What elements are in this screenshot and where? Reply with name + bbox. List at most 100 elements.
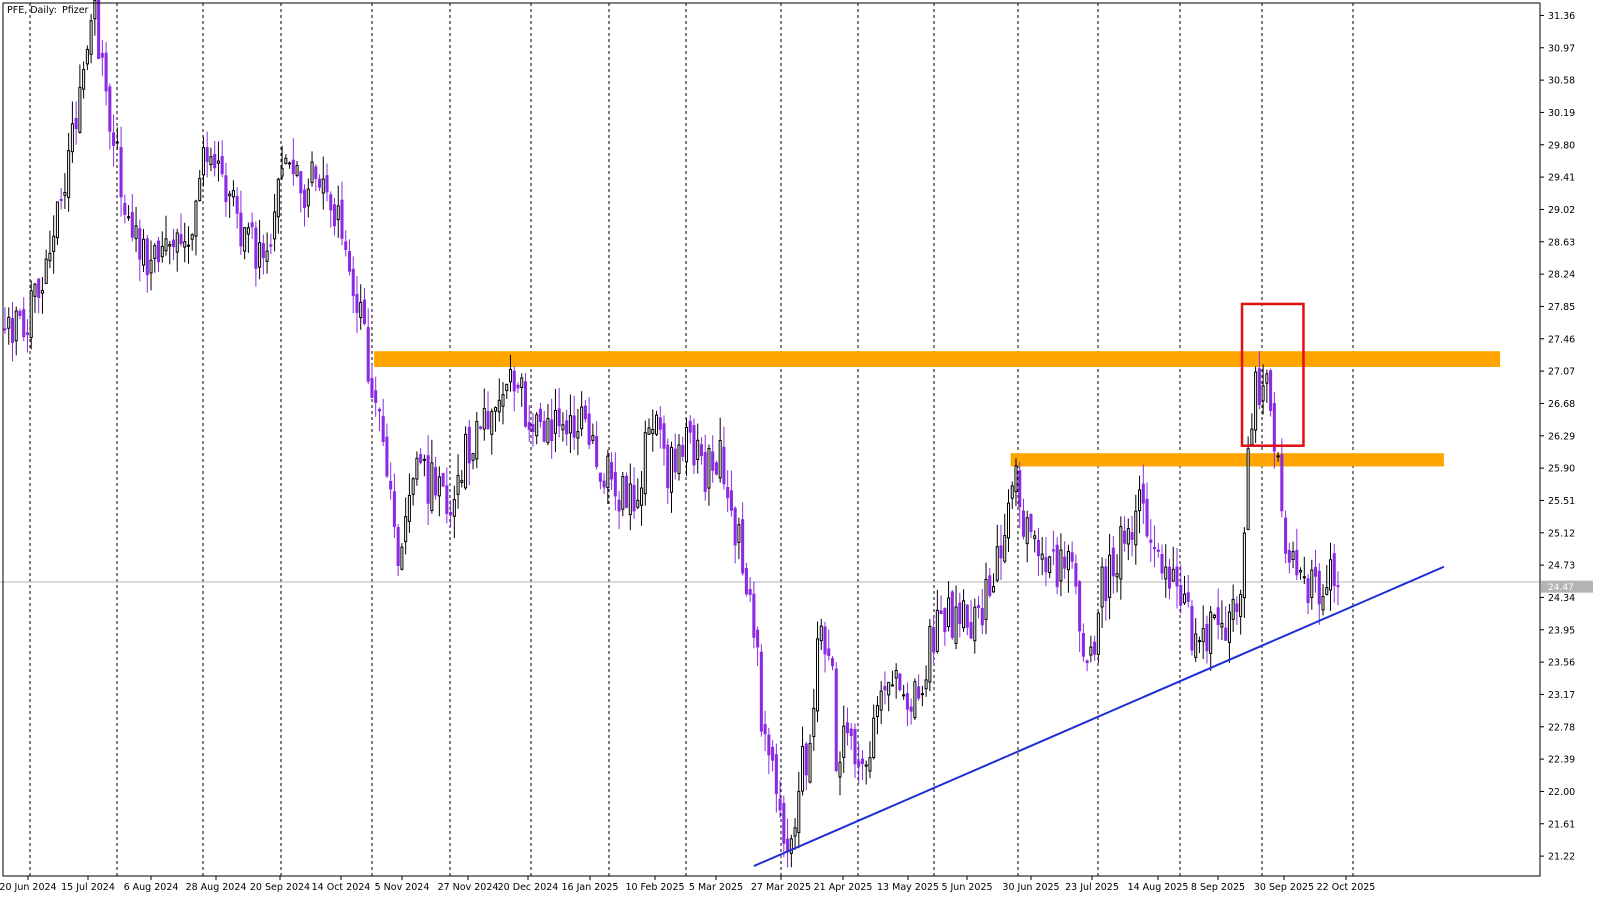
x-tick-label: 13 May 2025 xyxy=(877,882,939,893)
candle xyxy=(606,449,610,504)
candle-body xyxy=(385,436,389,477)
candle xyxy=(374,376,378,417)
candle xyxy=(550,398,554,459)
candle xyxy=(145,234,149,293)
candle-body xyxy=(449,511,453,516)
y-tick-label: 23.17 xyxy=(1548,690,1575,701)
candle-body xyxy=(1003,535,1007,562)
candle xyxy=(1033,530,1037,553)
candle-body xyxy=(838,761,842,778)
candle-body xyxy=(965,604,969,628)
candle-body xyxy=(1295,549,1299,576)
candle xyxy=(654,410,659,437)
candle-body xyxy=(437,476,441,497)
candle-body xyxy=(1055,544,1059,588)
candle-body xyxy=(18,310,22,316)
candle xyxy=(351,256,355,314)
candle-body xyxy=(905,693,909,710)
candle-body xyxy=(235,196,239,214)
candle-body xyxy=(733,507,737,546)
y-tick-label: 21.61 xyxy=(1548,819,1575,830)
candle-body xyxy=(771,746,775,761)
candle-body xyxy=(1328,559,1333,591)
y-tick-label: 22.39 xyxy=(1548,755,1575,766)
y-tick-label: 23.56 xyxy=(1548,658,1575,669)
candle-body xyxy=(756,629,760,648)
candle xyxy=(239,190,243,255)
candle-body xyxy=(456,475,460,495)
candle-body xyxy=(1235,603,1239,613)
candle xyxy=(808,734,812,784)
y-tick-label: 31.36 xyxy=(1548,11,1575,22)
candle xyxy=(82,61,86,99)
y-tick-label: 28.24 xyxy=(1548,270,1575,281)
y-tick-label: 29.41 xyxy=(1548,173,1575,184)
candle xyxy=(1287,542,1291,574)
candle-body xyxy=(973,606,977,642)
candle-body xyxy=(186,244,191,247)
candle xyxy=(396,524,400,576)
candle-body xyxy=(786,838,790,852)
candle-body xyxy=(669,446,674,493)
candle-body xyxy=(561,424,565,431)
candle xyxy=(449,500,453,527)
candle-body xyxy=(714,462,718,475)
candle xyxy=(471,452,475,470)
candle-body xyxy=(115,141,119,144)
candle-body xyxy=(932,627,936,653)
candle-body xyxy=(156,240,161,263)
candle-body xyxy=(628,483,632,516)
candle xyxy=(774,743,778,813)
candle-body xyxy=(1287,549,1291,563)
candle-body xyxy=(1160,553,1164,574)
candle xyxy=(1216,588,1220,640)
candle xyxy=(977,596,981,619)
candle xyxy=(160,231,164,263)
candle xyxy=(78,64,82,134)
candle-body xyxy=(1018,470,1022,508)
x-tick-label: 20 Dec 2024 xyxy=(498,882,559,893)
candle xyxy=(1235,596,1239,625)
candle-body xyxy=(1336,585,1340,588)
candle xyxy=(258,219,262,280)
candle xyxy=(737,517,741,560)
candle xyxy=(1006,489,1011,553)
candle-body xyxy=(1224,627,1228,641)
candle-body xyxy=(793,827,797,837)
candle xyxy=(688,415,692,444)
candle-body xyxy=(1014,465,1018,493)
candle-body xyxy=(1242,532,1246,599)
candle-body xyxy=(33,283,37,297)
candle xyxy=(389,462,393,500)
candle xyxy=(273,193,277,252)
candle xyxy=(1066,544,1070,593)
candle xyxy=(336,185,340,238)
candle-body xyxy=(538,408,542,422)
candle xyxy=(636,478,640,510)
candle xyxy=(288,161,292,169)
candle-body xyxy=(396,527,400,566)
candle-body xyxy=(797,790,801,834)
candle-body xyxy=(613,472,617,497)
candle-body xyxy=(381,415,385,442)
candle-body xyxy=(917,686,921,699)
candle xyxy=(85,45,89,71)
candle-body xyxy=(1130,532,1134,540)
candle xyxy=(456,454,460,509)
y-tick-label: 29.02 xyxy=(1548,205,1575,216)
candle-body xyxy=(763,724,767,735)
candle-body xyxy=(684,426,689,463)
candle xyxy=(321,156,325,210)
candle-body xyxy=(306,188,310,207)
candle-body xyxy=(550,419,554,442)
candle xyxy=(123,194,127,224)
candle-body xyxy=(643,432,647,495)
candle-body xyxy=(59,198,63,201)
y-tick-label: 30.58 xyxy=(1548,76,1575,87)
candle-body xyxy=(857,760,861,767)
candle-body xyxy=(160,245,164,258)
candle xyxy=(1051,530,1055,566)
candle-body xyxy=(894,669,898,679)
candle xyxy=(707,444,711,506)
y-tick-label: 25.90 xyxy=(1548,464,1575,475)
